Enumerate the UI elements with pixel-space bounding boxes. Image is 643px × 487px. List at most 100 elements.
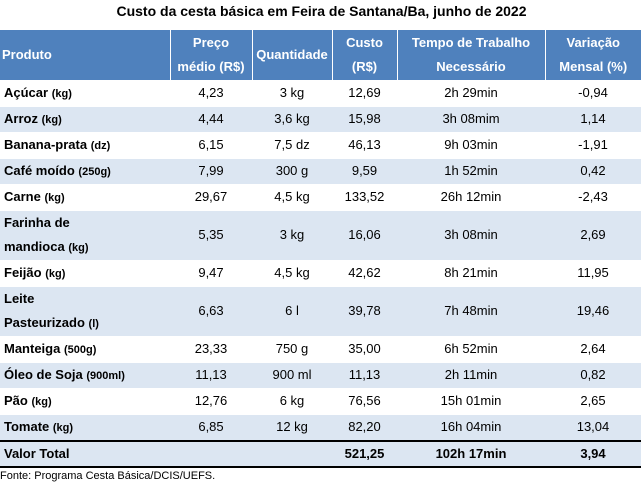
table-row: Carne (kg) 29,67 4,5 kg 133,52 26h 12min -2,4… xyxy=(0,183,641,210)
product-unit: (900ml) xyxy=(86,369,125,382)
quantity-cell: 6 kg xyxy=(252,387,332,414)
cost-cell: 82,20 xyxy=(332,413,397,441)
table-row: Banana-prata (dz) 6,15 7,5 dz 46,13 9h 03min… xyxy=(0,131,641,158)
table-row: Manteiga (500g) 23,33 750 g 35,00 6h 52min 2,… xyxy=(0,335,641,362)
product-unit: (kg) xyxy=(51,87,72,100)
variation-cell: 1,14 xyxy=(545,105,641,132)
work-time-cell: 7h 48min xyxy=(397,285,545,336)
cost-cell: 16,06 xyxy=(332,209,397,260)
header-preco: Preço médio (R$) xyxy=(169,30,252,80)
table-row: Pão (kg) 12,76 6 kg 76,56 15h 01min 2,65 xyxy=(0,387,641,414)
price-table: Produto Preço médio (R$) Quantidade Custo… xyxy=(0,30,641,468)
price-cell: 5,35 xyxy=(170,209,252,260)
product-name: Farinha de mandioca (kg) xyxy=(0,209,170,260)
product-name: Pão (kg) xyxy=(0,387,170,414)
product-unit: (kg) xyxy=(52,421,74,434)
product-unit: (kg) xyxy=(68,241,89,254)
total-label: Valor Total xyxy=(0,439,170,468)
product-name: Tomate (kg) xyxy=(0,413,170,441)
total-row: Valor Total 521,25 102h 17min 3,94 xyxy=(0,439,641,468)
price-cell: 6,85 xyxy=(170,413,252,441)
product-unit: (kg) xyxy=(44,191,65,204)
product-unit: (kg) xyxy=(41,113,62,126)
product-name: Feijão (kg) xyxy=(0,259,170,286)
quantity-cell: 7,5 dz xyxy=(252,131,332,158)
price-cell: 29,67 xyxy=(170,183,252,210)
product-unit: (dz) xyxy=(90,139,111,152)
variation-cell: -0,94 xyxy=(545,79,641,106)
product-unit: (250g) xyxy=(78,165,111,178)
cost-cell: 42,62 xyxy=(332,259,397,286)
quantity-cell: 4,5 kg xyxy=(252,259,332,286)
price-cell: 12,76 xyxy=(170,387,252,414)
quantity-cell: 750 g xyxy=(252,335,332,362)
work-time-cell: 1h 52min xyxy=(397,157,545,184)
header-quantidade: Quantidade xyxy=(251,30,332,80)
cost-cell: 39,78 xyxy=(332,285,397,336)
table-row: Leite Pasteurizado (l) 6,63 6 l 39,78 7h 48mi… xyxy=(0,285,641,336)
variation-cell: 0,42 xyxy=(545,157,641,184)
header-produto: Produto xyxy=(2,46,52,62)
source-note: Fonte: Programa Cesta Básica/DCIS/UEFS. xyxy=(0,470,216,482)
product-name: Carne (kg) xyxy=(0,183,170,210)
cost-cell: 11,13 xyxy=(332,361,397,388)
work-time-cell: 9h 03min xyxy=(397,131,545,158)
table-row: Arroz (kg) 4,44 3,6 kg 15,98 3h 08mim 1,14 xyxy=(0,105,641,132)
variation-cell: 13,04 xyxy=(545,413,641,441)
cost-cell: 9,59 xyxy=(332,157,397,184)
price-cell: 9,47 xyxy=(170,259,252,286)
header-custo: Custo (R$) xyxy=(331,30,397,80)
total-quantidade xyxy=(252,439,332,468)
work-time-cell: 3h 08min xyxy=(397,209,545,260)
product-unit: (l) xyxy=(88,317,99,330)
total-preco xyxy=(170,439,252,468)
work-time-cell: 16h 04min xyxy=(397,413,545,441)
work-time-cell: 2h 11min xyxy=(397,361,545,388)
table-row: Feijão (kg) 9,47 4,5 kg 42,62 8h 21min 11,95 xyxy=(0,259,641,286)
table-row: Óleo de Soja (900ml) 11,13 900 ml 11,13 2h 1… xyxy=(0,361,641,388)
work-time-cell: 26h 12min xyxy=(397,183,545,210)
header-tempo: Tempo de Trabalho Necessário xyxy=(396,30,545,80)
cost-cell: 76,56 xyxy=(332,387,397,414)
price-cell: 6,63 xyxy=(170,285,252,336)
product-name: Arroz (kg) xyxy=(0,105,170,132)
table-row: Café moído (250g) 7,99 300 g 9,59 1h 52min 0,… xyxy=(0,157,641,184)
variation-cell: -2,43 xyxy=(545,183,641,210)
work-time-cell: 15h 01min xyxy=(397,387,545,414)
variation-cell: 2,69 xyxy=(545,209,641,260)
price-cell: 6,15 xyxy=(170,131,252,158)
quantity-cell: 3,6 kg xyxy=(252,105,332,132)
variation-cell: 2,65 xyxy=(545,387,641,414)
table-row: Tomate (kg) 6,85 12 kg 82,20 16h 04min 13,04 xyxy=(0,413,641,441)
product-name: Óleo de Soja (900ml) xyxy=(0,361,170,388)
cost-cell: 15,98 xyxy=(332,105,397,132)
table-row: Farinha de mandioca (kg) 5,35 3 kg 16,06 3h 0… xyxy=(0,209,641,260)
price-cell: 11,13 xyxy=(170,361,252,388)
header-row: Produto Preço médio (R$) Quantidade Custo… xyxy=(0,30,641,80)
quantity-cell: 3 kg xyxy=(252,209,332,260)
cost-cell: 133,52 xyxy=(332,183,397,210)
quantity-cell: 900 ml xyxy=(252,361,332,388)
variation-cell: 11,95 xyxy=(545,259,641,286)
work-time-cell: 6h 52min xyxy=(397,335,545,362)
cost-cell: 12,69 xyxy=(332,79,397,106)
product-name: Açúcar (kg) xyxy=(0,79,170,106)
product-unit: (kg) xyxy=(45,267,66,280)
work-time-cell: 2h 29min xyxy=(397,79,545,106)
product-name: Manteiga (500g) xyxy=(0,335,170,362)
work-time-cell: 8h 21min xyxy=(397,259,545,286)
quantity-cell: 300 g xyxy=(252,157,332,184)
quantity-cell: 3 kg xyxy=(252,79,332,106)
price-cell: 4,23 xyxy=(170,79,252,106)
product-unit: (500g) xyxy=(63,343,97,356)
variation-cell: 0,82 xyxy=(545,361,641,388)
header-variacao: Variação Mensal (%) xyxy=(544,30,641,80)
total-tempo: 102h 17min xyxy=(397,439,545,468)
product-unit: (kg) xyxy=(31,395,52,408)
cost-cell: 35,00 xyxy=(332,335,397,362)
variation-cell: -1,91 xyxy=(545,131,641,158)
variation-cell: 2,64 xyxy=(545,335,641,362)
total-variacao: 3,94 xyxy=(545,439,641,468)
price-cell: 4,44 xyxy=(170,105,252,132)
total-custo: 521,25 xyxy=(332,439,397,468)
